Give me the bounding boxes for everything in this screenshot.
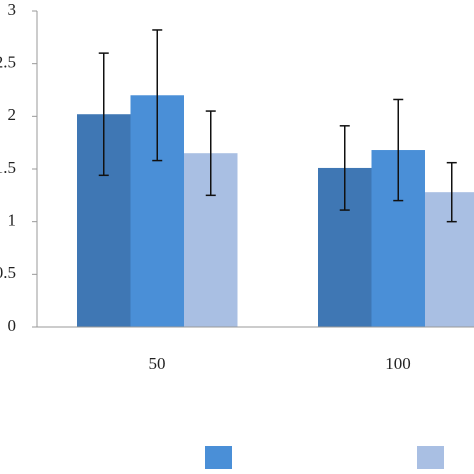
y-tick-label: 0.5 — [0, 263, 16, 282]
y-tick-label: 2 — [8, 105, 17, 124]
legend-swatch — [205, 446, 232, 469]
bar — [425, 192, 474, 327]
x-tick-label: 100 — [385, 354, 411, 373]
legend-swatch — [417, 446, 444, 469]
x-tick-label: 50 — [149, 354, 166, 373]
error-bar — [393, 98, 404, 202]
error-bar — [98, 52, 109, 177]
y-tick-label: 0 — [8, 316, 17, 335]
y-tick-label: 1.5 — [0, 158, 16, 177]
error-bar — [152, 29, 163, 162]
y-tick-label: 3 — [8, 0, 17, 19]
error-bar — [339, 125, 350, 211]
y-tick-label: 2.5 — [0, 53, 16, 72]
error-bar — [446, 161, 457, 223]
y-tick-label: 1 — [8, 211, 17, 230]
error-bar — [205, 110, 216, 197]
